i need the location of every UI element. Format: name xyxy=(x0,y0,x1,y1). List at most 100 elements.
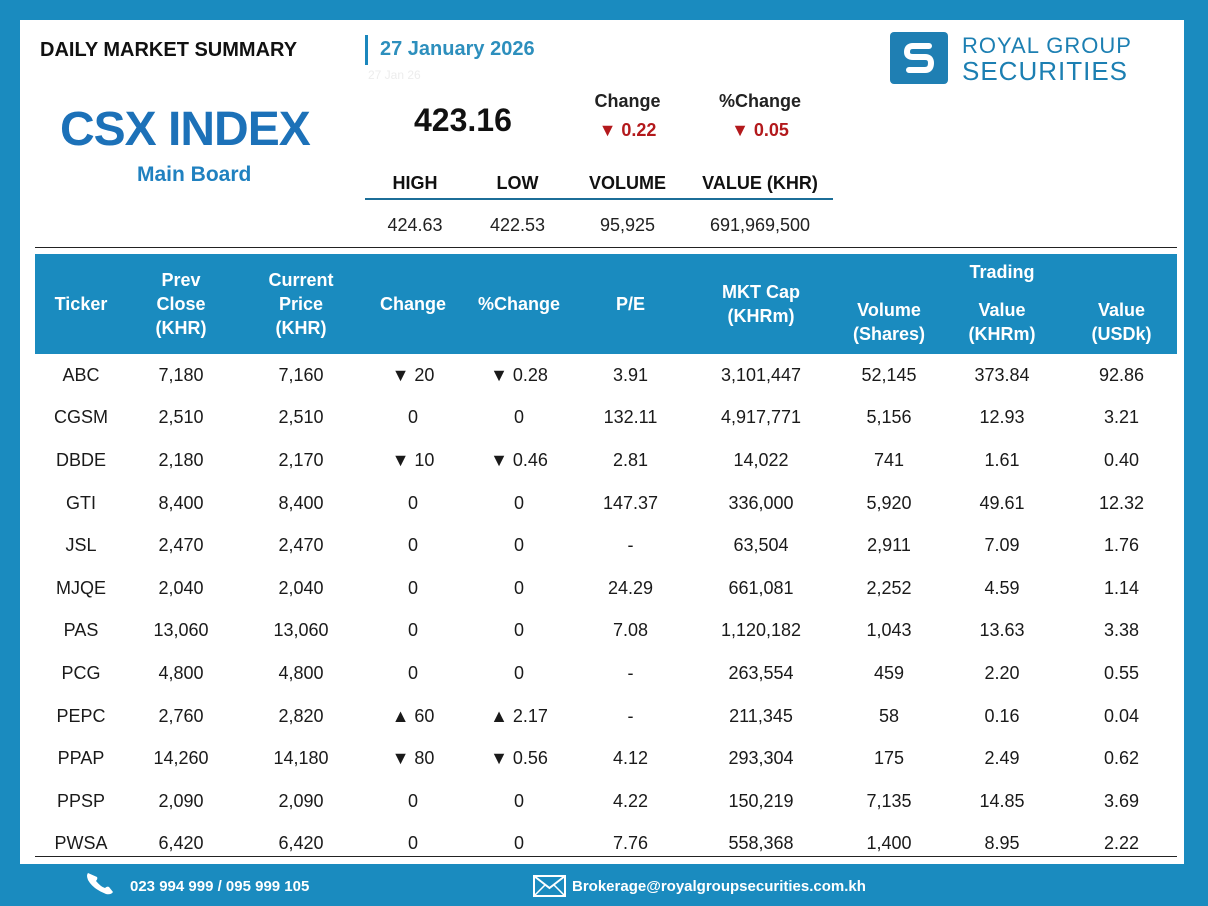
table-row: GTI 8,400 8,400 0 0 147.37 336,000 5,920 49.61 12… xyxy=(35,482,1177,525)
cell-current-price: 2,170 xyxy=(278,449,324,470)
cell-volume: 1,400 xyxy=(866,833,912,854)
pct-change-value: ▼ 0.05 xyxy=(731,120,789,140)
col-pct-change: %Change xyxy=(459,254,579,354)
cell-ticker: PPAP xyxy=(57,748,105,769)
cell-pe: 3.91 xyxy=(612,364,649,385)
cell-change: 0 xyxy=(407,620,418,641)
mail-icon xyxy=(533,875,566,897)
stat-value-high: 424.63 xyxy=(387,215,443,235)
cell-current-price: 8,400 xyxy=(278,492,324,513)
cell-prev-close: 2,470 xyxy=(158,535,204,556)
stat-value-value: 691,969,500 xyxy=(709,215,811,235)
table-row: PPSP 2,090 2,090 0 0 4.22 150,219 7,135 14.85 3.6… xyxy=(35,780,1177,823)
logo-mark-icon xyxy=(890,32,948,84)
cell-prev-close: 8,400 xyxy=(158,492,204,513)
cell-change: 0 xyxy=(407,535,418,556)
cell-value-khr: 1.61 xyxy=(984,449,1020,470)
stat-header-high: HIGH xyxy=(392,173,438,193)
table-row: DBDE 2,180 2,170 ▼ 10 ▼ 0.46 2.81 14,022 741 1.6… xyxy=(35,439,1177,482)
cell-pe: 4.12 xyxy=(612,748,649,769)
cell-change: 0 xyxy=(407,492,418,513)
cell-change: ▲ 60 xyxy=(391,705,435,726)
cell-current-price: 4,800 xyxy=(278,662,324,683)
summary-title: DAILY MARKET SUMMARY xyxy=(40,39,298,61)
cell-ticker: PWSA xyxy=(54,833,108,854)
pct-change-label: %Change xyxy=(718,91,801,111)
cell-value-khr: 2.20 xyxy=(984,662,1020,683)
col-volume: Volume (Shares) xyxy=(840,254,938,354)
cell-value-usd: 0.40 xyxy=(1103,449,1140,470)
board-name: Main Board xyxy=(137,163,252,186)
cell-pe: 132.11 xyxy=(603,407,658,428)
cell-prev-close: 2,090 xyxy=(158,790,204,811)
cell-ticker: DBDE xyxy=(55,449,106,470)
cell-mkt-cap: 293,304 xyxy=(728,748,794,769)
cell-mkt-cap: 3,101,447 xyxy=(720,364,802,385)
table-row: PAS 13,060 13,060 0 0 7.08 1,120,182 1,043 13.63… xyxy=(35,610,1177,653)
stat-header-low: LOW xyxy=(496,173,539,193)
stat-value-volume: 95,925 xyxy=(599,215,656,235)
cell-value-usd: 3.69 xyxy=(1103,790,1140,811)
cell-pe: 2.81 xyxy=(612,449,649,470)
table-bottom-rule xyxy=(35,856,1177,857)
cell-pct-change: ▼ 0.46 xyxy=(490,449,548,470)
index-name: CSX INDEX xyxy=(60,103,311,156)
cell-prev-close: 2,760 xyxy=(158,705,204,726)
cell-current-price: 2,820 xyxy=(278,705,324,726)
cell-volume: 5,156 xyxy=(866,407,912,428)
stats-underline xyxy=(365,198,833,200)
cell-current-price: 7,160 xyxy=(278,364,324,385)
stat-header-volume: VOLUME xyxy=(588,173,666,193)
cell-volume: 459 xyxy=(873,662,905,683)
table-row: ABC 7,180 7,160 ▼ 20 ▼ 0.28 3.91 3,101,447 52,1… xyxy=(35,354,1177,397)
header-rule xyxy=(35,247,1177,248)
col-change: Change xyxy=(367,254,459,354)
cell-mkt-cap: 558,368 xyxy=(728,833,794,854)
cell-mkt-cap: 1,120,182 xyxy=(720,620,802,641)
cell-volume: 7,135 xyxy=(866,790,912,811)
cell-pct-change: 0 xyxy=(513,535,524,556)
cell-ticker: ABC xyxy=(62,364,100,385)
cell-volume: 52,145 xyxy=(861,364,917,385)
summary-card: DAILY MARKET SUMMARY 27 January 2026 27 … xyxy=(20,20,1184,864)
cell-current-price: 2,090 xyxy=(278,790,324,811)
cell-volume: 2,911 xyxy=(867,535,911,556)
cell-mkt-cap: 661,081 xyxy=(728,577,794,598)
cell-pct-change: 0 xyxy=(513,833,524,854)
cell-prev-close: 7,180 xyxy=(158,364,204,385)
cell-ticker: PEPC xyxy=(56,705,106,726)
cell-mkt-cap: 336,000 xyxy=(728,492,794,513)
cell-mkt-cap: 211,345 xyxy=(729,705,793,726)
cell-value-usd: 2.22 xyxy=(1103,833,1140,854)
cell-value-usd: 1.14 xyxy=(1103,577,1140,598)
cell-mkt-cap: 263,554 xyxy=(728,662,794,683)
title-divider xyxy=(365,35,368,65)
cell-pct-change: 0 xyxy=(513,407,524,428)
cell-mkt-cap: 14,022 xyxy=(733,449,789,470)
cell-volume: 5,920 xyxy=(866,492,912,513)
cell-value-khr: 8.95 xyxy=(984,833,1020,854)
cell-volume: 741 xyxy=(873,449,905,470)
market-table: Ticker Prev Close (KHR) Current Price (KHR) … xyxy=(35,254,1177,865)
footer-phone: 023 994 999 / 095 999 105 xyxy=(130,878,310,895)
cell-pct-change: 0 xyxy=(513,662,524,683)
cell-mkt-cap: 4,917,771 xyxy=(720,407,802,428)
cell-value-khr: 12.93 xyxy=(979,407,1025,428)
cell-pct-change: ▼ 0.56 xyxy=(490,748,548,769)
cell-value-khr: 13.63 xyxy=(979,620,1025,641)
cell-mkt-cap: 63,504 xyxy=(733,535,789,556)
cell-current-price: 2,470 xyxy=(278,535,324,556)
col-mkt-cap: MKT Cap (KHRm) xyxy=(682,254,840,354)
cell-value-usd: 0.04 xyxy=(1103,705,1140,726)
footer-email[interactable]: Brokerage@royalgroupsecurities.com.kh xyxy=(572,878,866,895)
cell-value-khr: 7.09 xyxy=(984,535,1020,556)
cell-prev-close: 6,420 xyxy=(158,833,204,854)
summary-date: 27 January 2026 xyxy=(380,38,535,60)
cell-mkt-cap: 150,219 xyxy=(728,790,794,811)
table-row: MJQE 2,040 2,040 0 0 24.29 661,081 2,252 4.59 1.1… xyxy=(35,567,1177,610)
cell-current-price: 2,040 xyxy=(278,577,324,598)
cell-ticker: JSL xyxy=(65,535,97,556)
cell-value-khr: 373.84 xyxy=(974,364,1030,385)
table-row: PPAP 14,260 14,180 ▼ 80 ▼ 0.56 4.12 293,304 175… xyxy=(35,737,1177,780)
cell-pct-change: 0 xyxy=(513,620,524,641)
